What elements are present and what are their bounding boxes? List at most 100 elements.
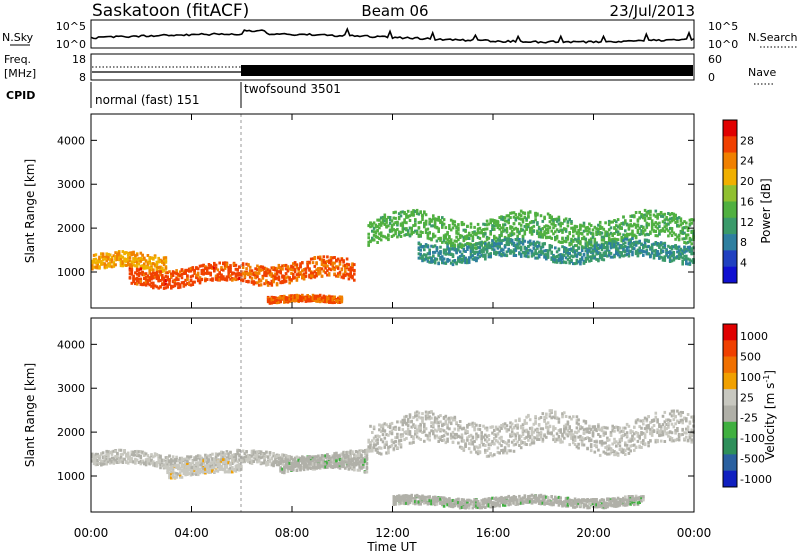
velocity-cell: [396, 420, 399, 423]
velocity-cell: [265, 451, 268, 454]
power-cell: [436, 246, 439, 249]
velocity-cell: [134, 462, 137, 465]
power-cell: [543, 242, 546, 245]
power-cell: [576, 225, 579, 228]
power-cell: [603, 228, 606, 231]
power-cell: [550, 237, 553, 240]
power-cell: [434, 235, 437, 238]
power-cell: [489, 255, 492, 258]
velocity-cell: [271, 457, 274, 460]
power-cell: [613, 255, 616, 258]
velocity-cell: [402, 428, 405, 431]
power-cell: [102, 252, 105, 255]
power-cell: [179, 286, 182, 289]
power-cell: [430, 238, 433, 241]
noise-right-tick-top: 10^5: [708, 20, 738, 33]
power-cell: [437, 262, 440, 265]
power-cell: [638, 240, 641, 243]
power-colorbar-tick-label: 28: [740, 134, 754, 147]
power-cell: [565, 217, 568, 220]
velocity-cell: [384, 446, 387, 449]
power-cell: [421, 231, 424, 234]
noise-left-tick-top: 10^5: [56, 20, 86, 33]
power-cell: [380, 238, 383, 241]
power-cell: [353, 279, 356, 282]
velocity-cell: [371, 439, 374, 442]
power-cell: [396, 228, 399, 231]
power-cell: [576, 255, 579, 258]
power-cell: [414, 218, 417, 221]
power-cell: [565, 230, 568, 233]
power-cell: [674, 214, 677, 217]
velocity-cell: [357, 457, 360, 460]
power-cell: [664, 213, 667, 216]
power-cell: [439, 250, 442, 253]
power-cell: [229, 268, 232, 271]
power-cell: [432, 214, 435, 217]
power-cell: [685, 255, 688, 258]
power-cell: [484, 233, 487, 236]
velocity-cell: [403, 419, 406, 422]
power-cell: [592, 233, 595, 236]
power-cell: [620, 227, 623, 230]
velocity-cell: [269, 451, 272, 454]
power-cell: [305, 271, 308, 274]
power-cell: [301, 261, 304, 264]
power-cell: [658, 222, 661, 225]
power-cell: [437, 230, 440, 233]
power-cell: [353, 269, 356, 272]
power-cell: [140, 280, 143, 283]
power-colorbar-tick-label: 12: [740, 216, 754, 229]
power-cell: [470, 222, 473, 225]
power-cell: [681, 263, 684, 266]
velocity-cell: [391, 444, 394, 447]
power-cell: [321, 275, 324, 278]
power-cell: [419, 234, 422, 237]
power-cell: [583, 222, 586, 225]
noise-panel: N.Sky 10^5 10^0 10^5 10^0 N.Search: [2, 20, 798, 51]
power-cell: [647, 239, 650, 242]
power-cell: [186, 274, 189, 277]
velocity-cell: [369, 444, 372, 447]
power-cell: [186, 277, 189, 280]
power-cell: [152, 269, 155, 272]
velocity-cell: [168, 455, 171, 458]
power-cell: [242, 266, 245, 269]
power-cell: [136, 265, 139, 268]
power-cell: [279, 271, 282, 274]
velocity-cell: [409, 413, 412, 416]
power-cell: [536, 221, 539, 224]
nave-right-tick-top: 60: [708, 53, 722, 66]
power-cell: [95, 253, 98, 256]
power-cell: [547, 253, 550, 256]
velocity-cell: [366, 458, 369, 461]
velocity-cell: [371, 431, 374, 434]
power-cell: [520, 224, 523, 227]
power-y-tick-label: 1000: [57, 266, 85, 279]
velocity-cell: [382, 440, 385, 443]
power-cell: [423, 225, 426, 228]
power-cell: [391, 219, 394, 222]
velocity-cell: [416, 418, 419, 421]
power-cell: [464, 230, 467, 233]
power-cell: [588, 227, 591, 230]
power-cell: [419, 249, 422, 252]
power-cell: [242, 279, 245, 282]
velocity-cell: [226, 458, 229, 461]
power-cell: [529, 240, 532, 243]
velocity-cell: [299, 466, 302, 469]
power-cell: [455, 262, 458, 265]
velocity-cell: [140, 456, 143, 459]
power-colorbar-label: Power [dB]: [759, 178, 773, 243]
velocity-cell: [412, 441, 415, 444]
velocity-cell: [391, 432, 394, 435]
velocity-cell: [394, 440, 397, 443]
velocity-cell: [389, 425, 392, 428]
power-cell: [249, 266, 252, 269]
power-cell: [439, 246, 442, 249]
power-cell: [247, 280, 250, 283]
power-cell: [434, 223, 437, 226]
